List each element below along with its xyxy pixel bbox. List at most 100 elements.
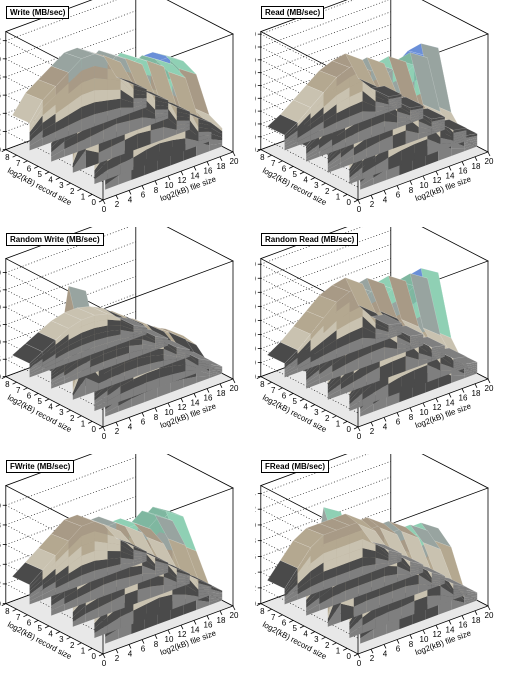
y-tick-label: 7 <box>271 386 276 395</box>
y-tick-label: 3 <box>59 635 64 644</box>
y-tick-mark <box>267 381 272 385</box>
surface-band <box>107 153 121 171</box>
surface-band <box>196 142 210 156</box>
surface-band <box>55 540 69 563</box>
surface-band <box>98 146 112 164</box>
surface-band <box>418 353 432 360</box>
surface-band <box>349 393 363 408</box>
y-tick-mark <box>88 421 93 424</box>
surface-band <box>81 531 95 546</box>
surface-band <box>196 600 210 610</box>
surface-band <box>332 130 346 146</box>
surface-band <box>198 589 212 594</box>
x-tick-mark <box>206 388 210 393</box>
surface-band <box>310 128 324 141</box>
surface-band <box>431 350 445 357</box>
y-tick-mark <box>267 154 272 158</box>
y-tick-label: 5 <box>38 397 43 406</box>
y-tick-mark <box>299 625 305 629</box>
surface-band <box>375 109 389 117</box>
surface-band <box>284 365 298 376</box>
surface-band <box>55 104 69 123</box>
surface-band <box>384 565 398 577</box>
x-tick-label: 6 <box>396 191 401 200</box>
surface-band <box>155 341 169 346</box>
surface-band <box>401 600 415 619</box>
surface-band <box>336 552 350 567</box>
z-tick-label: 350 <box>255 56 256 65</box>
gridline <box>260 493 359 545</box>
surface-band <box>146 377 160 392</box>
z-tick-label: 2 <box>255 584 256 593</box>
surface-band <box>176 581 190 589</box>
surface-band <box>68 58 82 84</box>
surface-band <box>209 371 223 376</box>
surface-band <box>306 379 320 389</box>
z-tick-label: 2 <box>0 127 1 136</box>
surface-band <box>176 111 190 118</box>
x-tick-label: 0 <box>102 432 107 441</box>
z-tick-label: 12 <box>255 505 256 514</box>
y-tick-mark <box>289 393 294 396</box>
surface-band <box>410 109 424 116</box>
y-tick-label: 2 <box>70 187 75 196</box>
surface-band <box>172 364 186 375</box>
y-tick-mark <box>98 199 104 203</box>
x-tick-mark <box>206 161 210 166</box>
surface-band <box>397 347 411 355</box>
y-tick-label: 8 <box>260 380 265 389</box>
surface-band <box>375 106 389 112</box>
surface-band <box>397 116 411 123</box>
surface-band <box>306 365 320 381</box>
y-tick-label: 3 <box>314 408 319 417</box>
surface-band <box>64 133 78 150</box>
z-tick-label: 400 <box>255 43 256 52</box>
surface-band <box>142 573 156 582</box>
y-tick-mark <box>1 376 6 379</box>
surface-band <box>336 534 350 549</box>
surface-band <box>120 379 134 394</box>
surface-band <box>176 126 190 135</box>
surface-band <box>51 604 65 616</box>
z-tick-label: 0 <box>0 600 1 609</box>
z-tick-label: 300 <box>255 288 256 297</box>
surface-band <box>306 139 320 154</box>
surface-band <box>29 584 43 598</box>
surface-band <box>77 591 91 606</box>
z-tick-label: 4 <box>0 109 1 118</box>
surface-band <box>375 383 389 402</box>
x-tick-mark <box>409 180 413 185</box>
surface-band <box>120 157 134 175</box>
surface-band <box>379 135 393 154</box>
surface-band <box>332 590 346 606</box>
surface-band <box>410 568 424 572</box>
surface-band <box>111 139 125 159</box>
x-tick-mark <box>474 156 478 161</box>
surface-band <box>327 389 341 400</box>
surface-band <box>362 548 376 558</box>
surface-band <box>297 547 311 574</box>
surface-band <box>159 374 173 387</box>
y-tick-label: 2 <box>325 187 330 196</box>
surface-band <box>453 590 467 595</box>
surface-band <box>349 161 363 179</box>
x-tick-label: 12 <box>178 403 187 412</box>
surface-band <box>159 140 173 160</box>
x-tick-label: 4 <box>383 422 388 431</box>
y-tick-label: 1 <box>81 192 86 201</box>
x-tick-mark <box>396 412 400 417</box>
surface-band <box>336 543 350 558</box>
surface-band <box>55 573 69 589</box>
y-tick-label: 7 <box>16 613 21 622</box>
surface-band <box>431 572 445 578</box>
y-tick-mark <box>23 160 28 164</box>
surface-band <box>120 325 134 333</box>
surface-band <box>42 104 56 123</box>
x-tick-label: 14 <box>446 398 455 407</box>
surface-band <box>327 162 341 173</box>
surface-band <box>107 325 121 332</box>
surface-band <box>120 89 134 103</box>
x-tick-label: 12 <box>433 176 442 185</box>
surface-band <box>209 368 223 372</box>
surface-band <box>388 96 402 102</box>
